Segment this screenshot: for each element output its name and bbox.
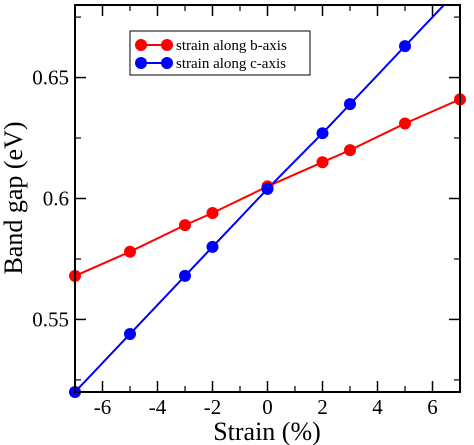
- data-point-s1-5: [316, 127, 329, 140]
- y-tick-label: 0.55: [32, 307, 69, 331]
- series-layer: [69, 5, 466, 398]
- data-point-s0-6: [344, 144, 356, 157]
- data-point-s0-5: [316, 156, 329, 169]
- x-tick-label: -6: [94, 395, 112, 419]
- y-axis-title: Band gap (eV): [0, 121, 28, 274]
- data-point-s1-6: [344, 98, 356, 111]
- legend-label-b: strain along b-axis: [176, 38, 287, 54]
- data-point-s0-7: [399, 117, 411, 130]
- x-tick-label: 4: [372, 395, 383, 419]
- data-point-s0-3: [206, 207, 219, 220]
- x-tick-label: 6: [427, 395, 438, 419]
- y-tick-label: 0.65: [32, 66, 69, 90]
- data-point-s0-1: [124, 245, 136, 258]
- legend-marker-b: [161, 39, 173, 51]
- x-tick-label: 0: [262, 395, 273, 419]
- data-point-s1-4: [261, 182, 274, 195]
- data-point-s1-3: [206, 240, 219, 253]
- legend-entry-b: strain along b-axis: [135, 38, 287, 54]
- x-tick-label: -2: [204, 395, 222, 419]
- legend-entry-c: strain along c-axis: [135, 56, 286, 72]
- legend-marker-b: [135, 39, 147, 51]
- x-tick-label: 2: [317, 395, 328, 419]
- legend: strain along b-axis strain along c-axis: [129, 30, 311, 76]
- legend-marker-c: [135, 57, 147, 69]
- legend-label-c: strain along c-axis: [176, 56, 286, 72]
- x-tick-label: -4: [149, 395, 167, 419]
- legend-marker-c: [161, 57, 173, 69]
- data-point-s1-7: [399, 40, 411, 53]
- y-tick-label: 0.6: [43, 187, 69, 211]
- data-point-s1-1: [124, 327, 136, 340]
- data-point-s1-2: [179, 269, 191, 282]
- x-axis-title: Strain (%): [213, 417, 321, 445]
- legend-box: [129, 30, 311, 76]
- ticks-layer: -6 -4 -2 0 2 4 6 0.55 0.6 0.65: [32, 5, 461, 419]
- data-point-s0-2: [179, 219, 191, 232]
